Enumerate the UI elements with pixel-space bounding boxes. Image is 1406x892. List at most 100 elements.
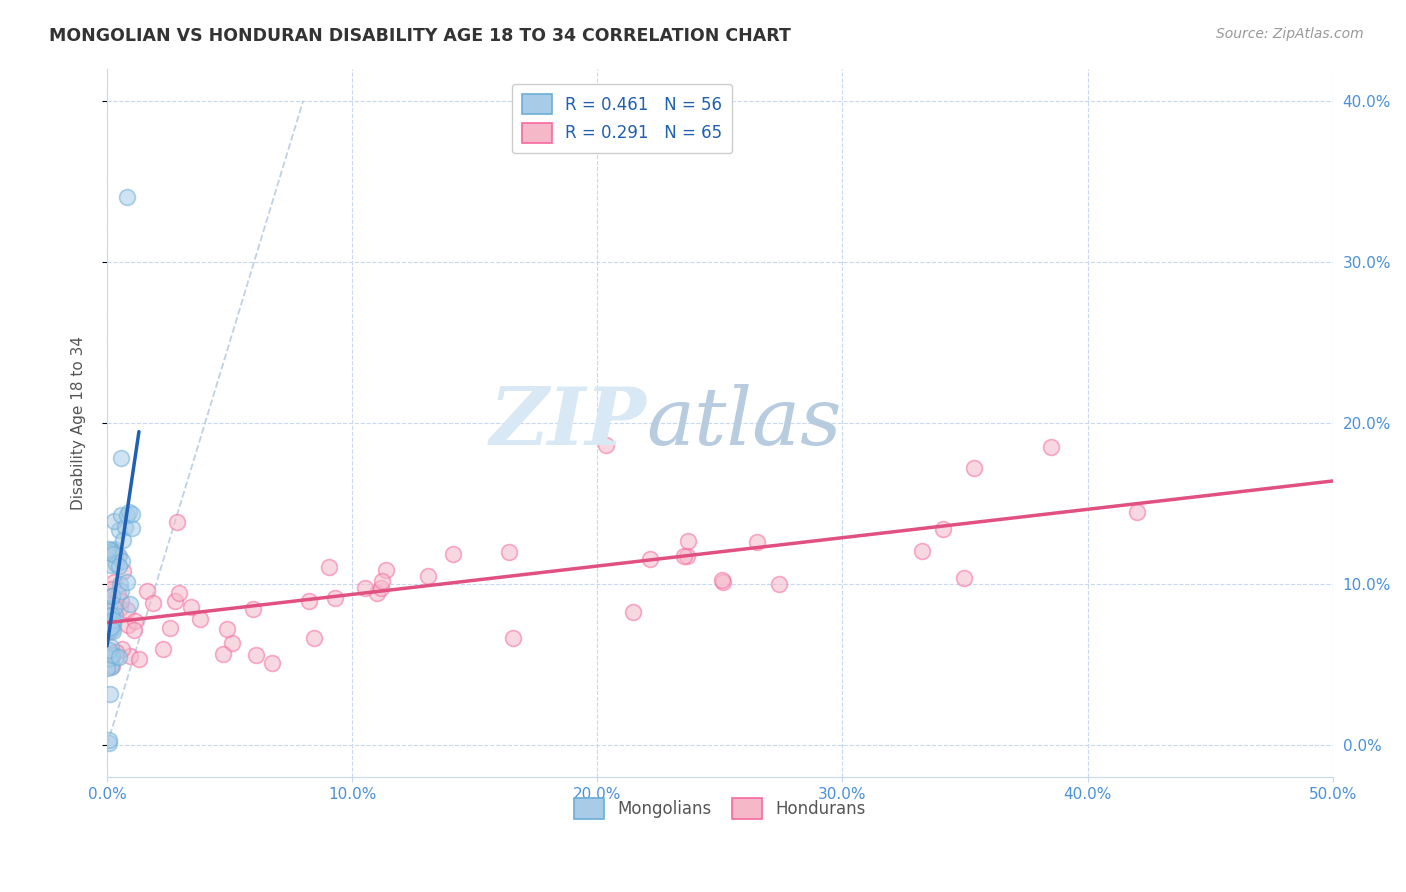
Point: [747, 534, 769, 549]
Point: [101, 648, 124, 662]
Point: [110, 601, 132, 615]
Point: [111, 642, 134, 657]
Point: [100, 582, 122, 597]
Point: [101, 589, 124, 603]
Point: [676, 533, 699, 548]
Point: [1125, 505, 1147, 519]
Point: [100, 608, 122, 623]
Point: [100, 660, 122, 674]
Point: [98, 652, 121, 666]
Point: [98, 624, 121, 638]
Point: [97, 622, 120, 636]
Point: [180, 599, 202, 614]
Point: [101, 648, 124, 662]
Point: [502, 631, 524, 645]
Point: [115, 190, 138, 204]
Point: [108, 549, 131, 564]
Point: [370, 581, 392, 595]
Point: [100, 558, 122, 573]
Point: [188, 611, 211, 625]
Text: ZIP: ZIP: [489, 384, 647, 461]
Point: [110, 593, 132, 607]
Point: [159, 621, 181, 635]
Point: [167, 585, 190, 599]
Point: [121, 521, 143, 535]
Point: [98, 601, 121, 615]
Point: [103, 541, 125, 556]
Point: [124, 623, 146, 637]
Point: [100, 620, 122, 634]
Point: [108, 523, 131, 537]
Point: [115, 574, 138, 589]
Point: [595, 438, 617, 452]
Y-axis label: Disability Age 18 to 34: Disability Age 18 to 34: [72, 335, 86, 509]
Point: [911, 544, 934, 558]
Point: [100, 650, 122, 665]
Text: MONGOLIAN VS HONDURAN DISABILITY AGE 18 TO 34 CORRELATION CHART: MONGOLIAN VS HONDURAN DISABILITY AGE 18 …: [49, 27, 792, 45]
Point: [110, 508, 132, 522]
Point: [124, 614, 146, 628]
Point: [103, 613, 125, 627]
Point: [366, 586, 388, 600]
Point: [98, 733, 121, 747]
Point: [103, 601, 125, 615]
Point: [100, 589, 122, 603]
Point: [135, 584, 157, 599]
Point: [152, 642, 174, 657]
Point: [112, 533, 135, 547]
Point: [105, 557, 128, 571]
Point: [375, 563, 398, 577]
Point: [217, 623, 239, 637]
Point: [354, 581, 377, 595]
Point: [242, 602, 264, 616]
Point: [245, 648, 267, 663]
Point: [105, 645, 128, 659]
Point: [212, 648, 235, 662]
Legend: Mongolians, Hondurans: Mongolians, Hondurans: [568, 791, 872, 825]
Point: [117, 618, 139, 632]
Point: [166, 515, 188, 529]
Point: [302, 631, 325, 645]
Point: [370, 574, 392, 588]
Point: [97, 625, 120, 640]
Point: [98, 687, 121, 701]
Point: [98, 616, 121, 631]
Point: [101, 624, 124, 639]
Point: [100, 640, 122, 655]
Point: [108, 577, 131, 591]
Point: [128, 652, 150, 666]
Point: [110, 451, 132, 466]
Point: [108, 559, 131, 574]
Point: [98, 651, 121, 665]
Point: [101, 547, 124, 561]
Point: [97, 643, 120, 657]
Point: [104, 548, 127, 562]
Point: [1039, 440, 1062, 454]
Point: [963, 461, 986, 475]
Text: Source: ZipAtlas.com: Source: ZipAtlas.com: [1216, 27, 1364, 41]
Point: [100, 658, 122, 673]
Point: [100, 589, 122, 603]
Point: [101, 623, 124, 637]
Point: [621, 605, 644, 619]
Point: [416, 569, 439, 583]
Point: [710, 573, 733, 587]
Point: [141, 596, 163, 610]
Point: [672, 549, 695, 564]
Point: [676, 549, 699, 564]
Point: [953, 571, 976, 585]
Point: [111, 564, 134, 578]
Point: [104, 649, 127, 664]
Point: [498, 545, 520, 559]
Point: [298, 594, 321, 608]
Point: [932, 523, 955, 537]
Point: [711, 575, 734, 590]
Point: [100, 646, 122, 660]
Text: atlas: atlas: [647, 384, 842, 461]
Point: [638, 552, 661, 566]
Point: [108, 650, 131, 665]
Point: [768, 576, 790, 591]
Point: [104, 607, 127, 622]
Point: [107, 587, 129, 601]
Point: [323, 591, 346, 606]
